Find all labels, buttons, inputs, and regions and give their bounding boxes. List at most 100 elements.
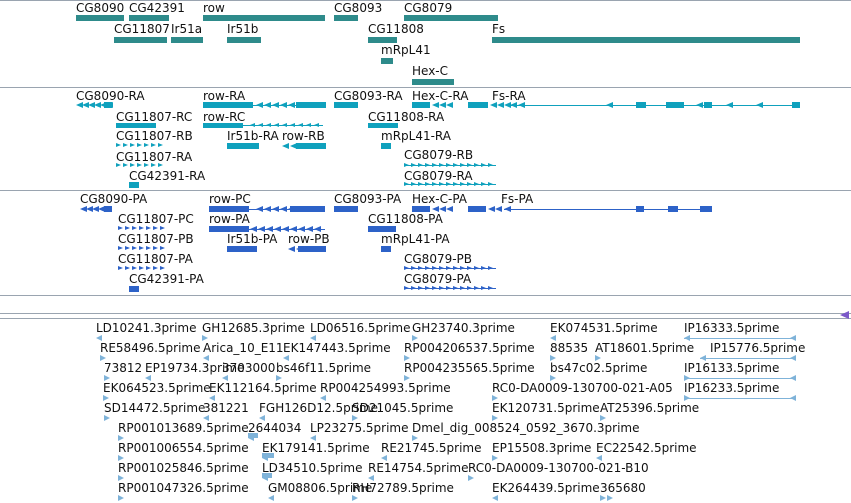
feature-label-cg8079-ra[interactable]: CG8079-RA — [404, 169, 473, 183]
feature-label-cg11808-ra[interactable]: CG11808-RA — [368, 110, 445, 124]
feature-label-rc0-da0009-130700-021-b10[interactable]: RC0-DA0009-130700-021-B10 — [468, 461, 649, 475]
est-feature-block[interactable] — [262, 453, 274, 458]
feature-label-row[interactable]: row — [203, 1, 225, 15]
feature-label-fs-pa[interactable]: Fs-PA — [501, 192, 534, 206]
feature-label-cg8093-pa[interactable]: CG8093-PA — [334, 192, 402, 206]
gene-fs[interactable] — [492, 37, 800, 43]
feature-label-rp004206537-5prime[interactable]: RP004206537.5prime — [404, 341, 535, 355]
pep-fs-pa-exon[interactable] — [636, 206, 644, 212]
feature-label-hex-c[interactable]: Hex-C — [412, 64, 449, 78]
feature-label-cg11808[interactable]: CG11808 — [368, 22, 424, 36]
feature-label-381221[interactable]: 381221 — [203, 401, 249, 415]
feature-label-73812[interactable]: 73812 — [104, 361, 143, 375]
feature-label-3703000[interactable]: 3703000 — [222, 361, 276, 375]
feature-label-ek074531-5prime[interactable]: EK074531.5prime — [550, 321, 658, 335]
gene-ir51a[interactable] — [171, 37, 203, 43]
feature-label-rh72789-5prime[interactable]: RH72789.5prime — [352, 481, 454, 495]
gene-mrpl41[interactable] — [381, 58, 393, 64]
feature-label-row-ra[interactable]: row-RA — [203, 89, 246, 103]
feature-label-lp23275-5prime[interactable]: LP23275.5prime — [310, 421, 409, 435]
feature-label-dmel-dig-008524-0592-3670-3prime[interactable]: Dmel_dig_008524_0592_3670.3prime — [412, 421, 640, 435]
feature-label-ek120731-5prime[interactable]: EK120731.5prime — [492, 401, 600, 415]
pep-mrpl41-pa-exon[interactable] — [381, 246, 391, 252]
mrna-fs-ra-exon[interactable] — [666, 102, 684, 108]
feature-label-cg8090[interactable]: CG8090 — [76, 1, 125, 15]
mrna-ir51b-ra-exon[interactable] — [227, 143, 259, 149]
feature-label-ir51b[interactable]: Ir51b — [227, 22, 259, 36]
feature-label-ir51a[interactable]: Ir51a — [171, 22, 203, 36]
feature-label-ep15508-3prime[interactable]: EP15508.3prime — [492, 441, 592, 455]
mrna-row-ra-exon[interactable] — [296, 102, 326, 108]
feature-label-hex-c-pa[interactable]: Hex-C-PA — [412, 192, 468, 206]
pep-fs-pa-exon[interactable] — [700, 206, 712, 212]
feature-label-sd14472-5prime[interactable]: SD14472.5prime — [104, 401, 206, 415]
pep-cg11808-pa-exon[interactable] — [368, 226, 396, 232]
est-feature-block[interactable] — [262, 473, 272, 478]
feature-label-gm08806-5prime[interactable]: GM08806.5prime — [268, 481, 373, 495]
mrna-cg42391-ra-exon[interactable] — [129, 182, 139, 188]
mrna-cg11807-rc-exon[interactable] — [116, 123, 156, 128]
feature-label-cg11807-rc[interactable]: CG11807-RC — [116, 110, 193, 124]
feature-label-cg8090-pa[interactable]: CG8090-PA — [80, 192, 148, 206]
gene-cg8079[interactable] — [404, 15, 498, 21]
feature-label-cg8079-pa[interactable]: CG8079-PA — [404, 272, 472, 286]
mrna-row-rb-exon[interactable] — [296, 143, 326, 149]
feature-label-mrpl41-pa[interactable]: mRpL41-PA — [381, 232, 450, 246]
gene-cg11807[interactable] — [114, 37, 167, 43]
feature-label-ek179141-5prime[interactable]: EK179141.5prime — [262, 441, 370, 455]
feature-label-row-rc[interactable]: row-RC — [203, 110, 246, 124]
mrna-mrpl41-ra-exon[interactable] — [381, 143, 391, 149]
gene-cg11808[interactable] — [368, 37, 397, 43]
feature-label-row-pb[interactable]: row-PB — [288, 232, 330, 246]
feature-label-row-rb[interactable]: row-RB — [282, 129, 325, 143]
pep-hex-c-pa-exon[interactable] — [412, 206, 430, 212]
feature-label-ek147443-5prime[interactable]: EK147443.5prime — [283, 341, 391, 355]
feature-label-fs[interactable]: Fs — [492, 22, 506, 36]
feature-label-cg11808-pa[interactable]: CG11808-PA — [368, 212, 443, 226]
gene-cg8093[interactable] — [334, 15, 358, 21]
feature-label-cg8079[interactable]: CG8079 — [404, 1, 453, 15]
feature-label-ep19734-3prime[interactable]: EP19734.3prime — [145, 361, 245, 375]
feature-label-row-pa[interactable]: row-PA — [209, 212, 250, 226]
pep-fs-pa-exon[interactable] — [668, 206, 678, 212]
feature-label-ir51b-ra[interactable]: Ir51b-RA — [227, 129, 279, 143]
feature-label-mrpl41[interactable]: mRpL41 — [381, 43, 431, 57]
pep-row-pc-exon[interactable] — [290, 206, 325, 212]
feature-label-rp004235565-5prime[interactable]: RP004235565.5prime — [404, 361, 535, 375]
feature-label-gh12685-3prime[interactable]: GH12685.3prime — [202, 321, 305, 335]
feature-label-re58496-5prime[interactable]: RE58496.5prime — [100, 341, 201, 355]
gene-cg42391[interactable] — [129, 15, 169, 21]
feature-label-arica-10-e11[interactable]: Arica_10_E11 — [203, 341, 284, 355]
mrna-cg8090-ra-exon[interactable] — [104, 102, 112, 108]
feature-label-cg8079-rb[interactable]: CG8079-RB — [404, 148, 474, 162]
feature-label-ek064523-5prime[interactable]: EK064523.5prime — [103, 381, 211, 395]
feature-label-ip16233-5prime[interactable]: IP16233.5prime — [684, 381, 780, 395]
feature-label-bs46f11-5prime[interactable]: bs46f11.5prime — [276, 361, 372, 375]
mrna-cg8079-exon[interactable] — [468, 102, 488, 108]
feature-label-at18601-5prime[interactable]: AT18601.5prime — [595, 341, 695, 355]
feature-label-cg11807-pb[interactable]: CG11807-PB — [118, 232, 194, 246]
pep-cg42391-pa-exon[interactable] — [129, 286, 139, 292]
feature-label-cg11807-pc[interactable]: CG11807-PC — [118, 212, 194, 226]
feature-label-ld10241-3prime[interactable]: LD10241.3prime — [96, 321, 197, 335]
feature-label-sd21045-5prime[interactable]: SD21045.5prime — [352, 401, 454, 415]
pep-cg8079-exon[interactable] — [468, 206, 486, 212]
feature-label-ec22542-5prime[interactable]: EC22542.5prime — [596, 441, 697, 455]
feature-label-cg11807-pa[interactable]: CG11807-PA — [118, 252, 193, 266]
mrna-fs-ra-exon[interactable] — [704, 102, 712, 108]
feature-label-rp001025846-5prime[interactable]: RP001025846.5prime — [118, 461, 249, 475]
mrna-hex-c-ra-exon[interactable] — [412, 102, 430, 108]
gene-cg8090[interactable] — [76, 15, 124, 21]
est-feature-block[interactable] — [248, 433, 258, 438]
feature-label-ld34510-5prime[interactable]: LD34510.5prime — [262, 461, 363, 475]
feature-label-rc0-da0009-130700-021-a05[interactable]: RC0-DA0009-130700-021-A05 — [492, 381, 673, 395]
gene-ir51b[interactable] — [227, 37, 261, 43]
feature-label-cg8079-pb[interactable]: CG8079-PB — [404, 252, 473, 266]
feature-label-fgh126d12-5prime[interactable]: FGH126D12.5prime — [259, 401, 379, 415]
feature-label-row-pc[interactable]: row-PC — [209, 192, 251, 206]
feature-label-cg8093[interactable]: CG8093 — [334, 1, 383, 15]
feature-label-ip15776-5prime[interactable]: IP15776.5prime — [710, 341, 806, 355]
feature-label-ir51b-pa[interactable]: Ir51b-PA — [227, 232, 278, 246]
mrna-cg8093-ra-exon[interactable] — [334, 102, 358, 108]
feature-label-ek112164-5prime[interactable]: EK112164.5prime — [209, 381, 317, 395]
